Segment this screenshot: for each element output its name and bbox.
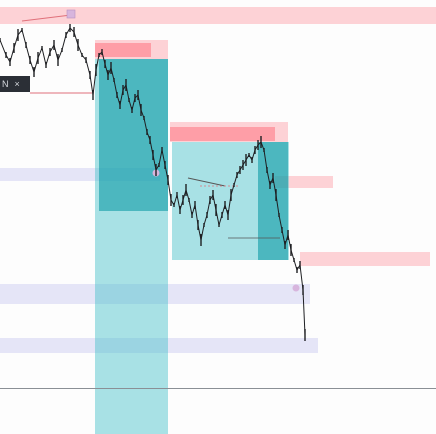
close-icon[interactable]: × (14, 78, 20, 89)
supply-zone-1[interactable] (95, 40, 168, 59)
time-axis-labels (0, 428, 436, 434)
supply-zone-top[interactable] (0, 7, 436, 24)
price-line (0, 27, 306, 336)
supply-zone-4[interactable] (300, 252, 430, 266)
point-marker[interactable] (292, 284, 300, 292)
position-zone-1-core[interactable] (99, 59, 168, 211)
supply-zone-2-core[interactable] (170, 127, 275, 141)
supply-zone-2[interactable] (170, 122, 288, 142)
selection-marker[interactable] (66, 9, 76, 19)
guide-line (187, 177, 226, 187)
demand-zone-2[interactable] (0, 284, 310, 304)
toolbar-icon[interactable]: N (2, 78, 9, 89)
guide-line (21, 14, 72, 22)
time-axis-line (0, 388, 436, 389)
drawing-toolbar[interactable]: N × (0, 76, 30, 92)
candlestick-series (0, 24, 306, 341)
target-column[interactable] (95, 211, 168, 434)
supply-zone-1-core[interactable] (95, 43, 151, 57)
position-zone-2-core[interactable] (258, 142, 288, 260)
demand-zone-3[interactable] (0, 338, 318, 353)
supply-zone-3[interactable] (275, 176, 333, 188)
